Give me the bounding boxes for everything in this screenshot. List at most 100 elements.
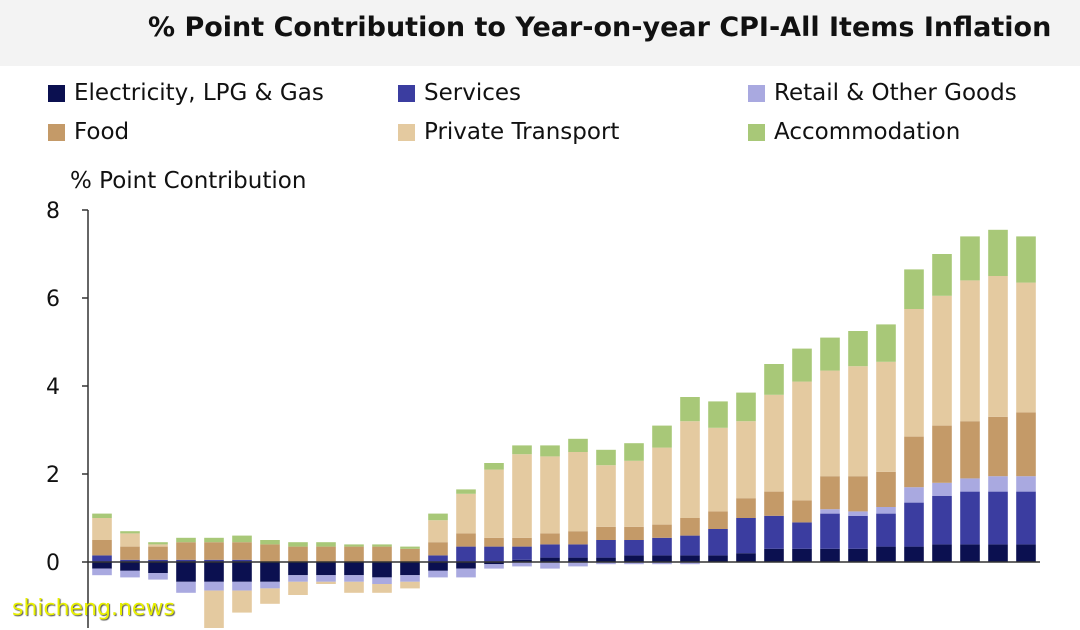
bar-segment-private-transport-10 — [372, 584, 392, 593]
bar-segment-food-14 — [484, 537, 504, 547]
y-axis-title: % Point Contribution — [70, 168, 307, 194]
legend-swatch-private-transport — [398, 123, 415, 141]
bar-segment-retail-27 — [848, 511, 868, 516]
bar-segment-services-29 — [904, 502, 924, 547]
bar-segment-electricity-25 — [792, 548, 812, 562]
bar-segment-electricity-7 — [288, 562, 308, 576]
bar-segment-accommodation-16 — [540, 445, 560, 457]
bar-segment-services-18 — [596, 540, 616, 558]
bar-segment-retail-28 — [876, 507, 896, 514]
legend-swatch-accommodation — [748, 123, 765, 141]
bar-segment-accommodation-9 — [344, 544, 364, 547]
bar-segment-accommodation-7 — [288, 542, 308, 547]
legend-swatch-services — [398, 84, 415, 102]
bar-segment-electricity-28 — [876, 546, 896, 562]
legend-label-services: Services — [424, 80, 521, 106]
bar-segment-accommodation-10 — [372, 544, 392, 547]
bar-segment-food-9 — [344, 546, 364, 562]
bar-segment-private-transport-13 — [456, 493, 476, 534]
bar-segment-private-transport-18 — [596, 465, 616, 527]
bar-segment-accommodation-26 — [820, 337, 840, 371]
bar-segment-electricity-8 — [316, 562, 336, 576]
bar-segment-services-1 — [120, 559, 140, 562]
legend-label-retail: Retail & Other Goods — [774, 80, 1017, 106]
bar-segment-food-25 — [792, 500, 812, 523]
bar-segment-electricity-16 — [540, 557, 560, 562]
bar-segment-retail-8 — [316, 575, 336, 582]
bar-segment-private-transport-33 — [1016, 282, 1036, 413]
bar-segment-retail-32 — [988, 476, 1008, 492]
bar-segment-services-30 — [932, 496, 952, 545]
bar-segment-food-26 — [820, 476, 840, 510]
bar-segment-electricity-17 — [568, 557, 588, 562]
chart-title: % Point Contribution to Year-on-year CPI… — [148, 12, 1052, 43]
bar-segment-accommodation-20 — [652, 425, 672, 448]
bar-segment-retail-5 — [232, 581, 252, 591]
bar-segment-food-31 — [960, 421, 980, 479]
bar-segment-retail-30 — [932, 482, 952, 496]
bar-segment-private-transport-20 — [652, 447, 672, 525]
bar-segment-electricity-20 — [652, 555, 672, 562]
bar-segment-private-transport-19 — [624, 460, 644, 527]
bar-segment-food-12 — [428, 542, 448, 556]
bar-segment-accommodation-13 — [456, 489, 476, 494]
bar-segment-electricity-32 — [988, 544, 1008, 562]
bar-segment-accommodation-15 — [512, 445, 532, 455]
bar-segment-private-transport-6 — [260, 588, 280, 604]
bar-segment-retail-14 — [484, 564, 504, 569]
bar-segment-services-31 — [960, 491, 980, 545]
bar-segment-services-25 — [792, 522, 812, 549]
bar-segment-electricity-2 — [148, 562, 168, 573]
bar-segment-private-transport-22 — [708, 427, 728, 512]
bar-segment-food-29 — [904, 436, 924, 488]
bar-segment-services-4 — [204, 559, 224, 562]
bar-segment-retail-0 — [92, 568, 112, 576]
bar-segment-accommodation-19 — [624, 443, 644, 461]
bar-segment-electricity-27 — [848, 548, 868, 562]
bar-segment-retail-21 — [680, 562, 700, 565]
bar-segment-private-transport-24 — [764, 394, 784, 492]
bar-segment-accommodation-11 — [400, 546, 420, 549]
legend-item-accommodation: Accommodation — [748, 119, 960, 145]
bar-segment-private-transport-12 — [428, 520, 448, 543]
bar-segment-electricity-14 — [484, 562, 504, 565]
bar-segment-food-20 — [652, 524, 672, 538]
bar-segment-private-transport-23 — [736, 421, 756, 499]
bar-segment-food-4 — [204, 542, 224, 560]
bar-segment-private-transport-26 — [820, 370, 840, 477]
legend-label-private-transport: Private Transport — [424, 119, 620, 145]
bar-segment-accommodation-30 — [932, 254, 952, 296]
bar-segment-private-transport-2 — [148, 544, 168, 547]
bar-segment-accommodation-5 — [232, 535, 252, 543]
y-tick-label-4: 4 — [46, 375, 60, 400]
bar-segment-electricity-22 — [708, 555, 728, 562]
legend-item-electricity: Electricity, LPG & Gas — [48, 80, 324, 106]
bar-segment-accommodation-25 — [792, 348, 812, 382]
bar-segment-private-transport-1 — [120, 533, 140, 547]
bar-segment-electricity-12 — [428, 562, 448, 571]
bar-segment-retail-10 — [372, 577, 392, 584]
bar-segment-services-3 — [176, 559, 196, 562]
bar-segment-accommodation-33 — [1016, 236, 1036, 283]
bar-segment-private-transport-9 — [344, 581, 364, 593]
bar-segment-food-11 — [400, 548, 420, 562]
bar-segment-private-transport-5 — [232, 590, 252, 613]
bar-segment-accommodation-28 — [876, 324, 896, 362]
legend-label-electricity: Electricity, LPG & Gas — [74, 80, 324, 106]
bar-segment-retail-3 — [176, 581, 196, 593]
bar-segment-services-15 — [512, 546, 532, 560]
bar-segment-accommodation-27 — [848, 331, 868, 367]
bar-segment-electricity-31 — [960, 544, 980, 562]
bar-segment-retail-29 — [904, 487, 924, 503]
bar-segment-retail-7 — [288, 575, 308, 582]
bar-segment-private-transport-21 — [680, 421, 700, 518]
bar-segment-retail-2 — [148, 573, 168, 580]
bar-segment-retail-20 — [652, 562, 672, 565]
legend-item-services: Services — [398, 80, 521, 106]
bar-segment-retail-4 — [204, 581, 224, 591]
bar-segment-food-33 — [1016, 412, 1036, 477]
bar-segment-retail-9 — [344, 575, 364, 582]
bar-segment-services-22 — [708, 529, 728, 556]
bar-segment-retail-19 — [624, 562, 644, 565]
